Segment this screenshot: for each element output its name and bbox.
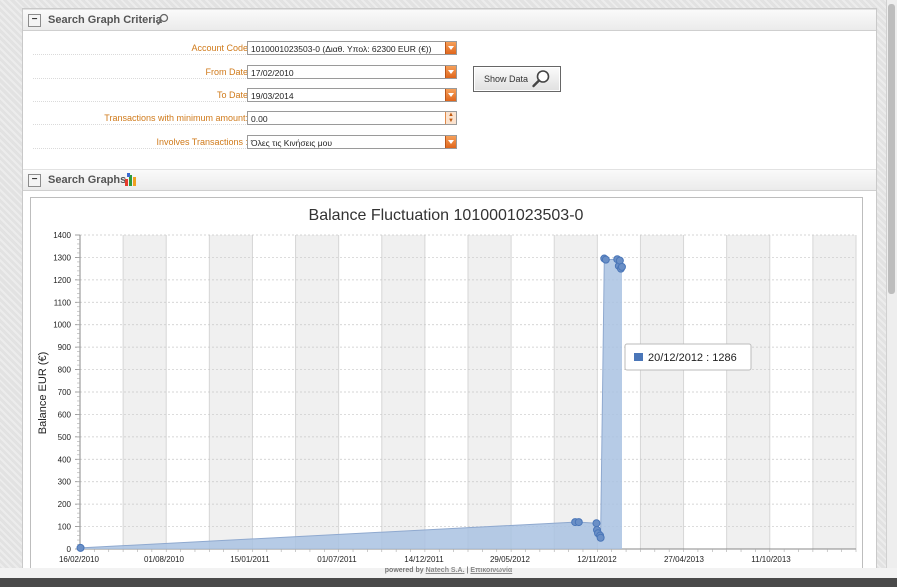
x-tick-label: 29/05/2012 <box>490 555 531 564</box>
to-date-value: 19/03/2014 <box>251 91 294 101</box>
involves-label: Involves Transactions : <box>156 137 248 147</box>
x-tick-label: 01/08/2010 <box>144 555 185 564</box>
footer-separator: | <box>466 567 469 574</box>
graphs-section-header[interactable]: − Search Graphs <box>23 169 876 191</box>
from-date-input[interactable]: 17/02/2010 <box>247 65 457 79</box>
involves-row: Involves Transactions : Όλες τις Κινήσει… <box>23 134 463 152</box>
min-amount-spinner[interactable]: ▲ ▼ <box>445 112 456 124</box>
account-code-label: Account Code <box>191 43 248 53</box>
footer-company-link[interactable]: Natech S.A. <box>425 567 465 574</box>
footer: powered by Natech S.A. | Επικοινωνία <box>0 567 897 574</box>
search-icon <box>156 13 169 26</box>
y-tick-label: 100 <box>58 523 72 532</box>
y-tick-label: 300 <box>58 478 72 487</box>
y-tick-label: 0 <box>67 545 72 554</box>
footer-contact-link[interactable]: Επικοινωνία <box>470 567 513 574</box>
to-date-label: To Date <box>216 90 248 100</box>
from-date-row: From Date 17/02/2010 <box>23 64 463 82</box>
from-date-value: 17/02/2010 <box>251 68 294 78</box>
min-amount-label: Transactions with minimum amount: <box>104 113 248 123</box>
y-tick-label: 700 <box>58 388 72 397</box>
y-tick-label: 900 <box>58 343 72 352</box>
y-tick-label: 600 <box>58 410 72 419</box>
criteria-section-header[interactable]: − Search Graph Criteria <box>23 9 876 31</box>
x-tick-label: 14/12/2011 <box>404 555 444 564</box>
chart-title: Balance Fluctuation 1010001023503-0 <box>309 207 584 224</box>
account-code-row: Account Code 1010001023503-0 (Διαθ. Υπολ… <box>23 40 463 58</box>
y-tick-label: 400 <box>58 455 72 464</box>
balance-chart-frame: Balance Fluctuation 1010001023503-0 Bala… <box>30 197 863 571</box>
involves-value: Όλες τις Κινήσεις μου <box>251 138 332 148</box>
min-amount-row: Transactions with minimum amount: 0.00 ▲… <box>23 110 463 128</box>
tooltip-text: 20/12/2012 : 1286 <box>648 352 737 364</box>
from-date-label: From Date <box>205 67 248 77</box>
from-date-picker-button[interactable] <box>445 66 456 78</box>
account-code-dropdown-arrow[interactable] <box>445 42 456 54</box>
x-tick-label: 27/04/2013 <box>664 555 705 564</box>
data-point <box>592 519 601 528</box>
footer-prefix: powered by <box>384 567 424 574</box>
magnifier-icon <box>532 70 550 88</box>
y-tick-label: 200 <box>58 500 72 509</box>
min-amount-input[interactable]: 0.00 ▲ ▼ <box>247 111 457 125</box>
account-code-value: 1010001023503-0 (Διαθ. Υπολ: 62300 EUR (… <box>251 44 432 54</box>
y-tick-label: 1300 <box>53 253 71 262</box>
x-tick-label: 15/01/2011 <box>230 555 270 564</box>
balance-chart: Balance Fluctuation 1010001023503-0 Bala… <box>37 207 857 564</box>
data-point <box>76 543 85 552</box>
y-axis-label: Balance EUR (€) <box>37 352 49 435</box>
graphs-section-title: Search Graphs <box>48 174 127 186</box>
x-tick-label: 12/11/2012 <box>577 555 617 564</box>
data-point <box>574 518 583 527</box>
criteria-section-title: Search Graph Criteria <box>48 14 162 26</box>
footer-bar <box>0 568 897 587</box>
data-point <box>617 262 626 271</box>
data-point <box>596 533 605 542</box>
criteria-collapse-button[interactable]: − <box>28 14 41 27</box>
y-tick-label: 1400 <box>53 231 71 240</box>
show-data-button[interactable]: Show Data <box>473 66 561 92</box>
x-tick-label: 11/10/2013 <box>751 555 791 564</box>
to-date-input[interactable]: 19/03/2014 <box>247 88 457 102</box>
chart-icon <box>125 173 136 186</box>
involves-select[interactable]: Όλες τις Κινήσεις μου <box>247 135 457 149</box>
involves-dropdown-arrow[interactable] <box>445 136 456 148</box>
x-tick-label: 01/07/2011 <box>317 555 357 564</box>
scrollbar-thumb[interactable] <box>888 4 895 294</box>
y-tick-label: 1200 <box>53 276 71 285</box>
min-amount-value: 0.00 <box>251 114 268 124</box>
y-tick-label: 1000 <box>53 321 71 330</box>
y-tick-label: 1100 <box>54 298 72 307</box>
content-panel: − Search Graph Criteria Account Code 101… <box>22 8 877 571</box>
y-tick-label: 800 <box>58 366 72 375</box>
show-data-label: Show Data <box>484 74 529 84</box>
account-code-select[interactable]: 1010001023503-0 (Διαθ. Υπολ: 62300 EUR (… <box>247 41 457 55</box>
to-date-picker-button[interactable] <box>445 89 456 101</box>
x-tick-label: 16/02/2010 <box>59 555 100 564</box>
data-point <box>601 255 610 264</box>
to-date-row: To Date 19/03/2014 <box>23 87 463 105</box>
y-tick-label: 500 <box>58 433 72 442</box>
chart-tooltip: 20/12/2012 : 1286 <box>624 343 752 371</box>
graphs-collapse-button[interactable]: − <box>28 174 41 187</box>
